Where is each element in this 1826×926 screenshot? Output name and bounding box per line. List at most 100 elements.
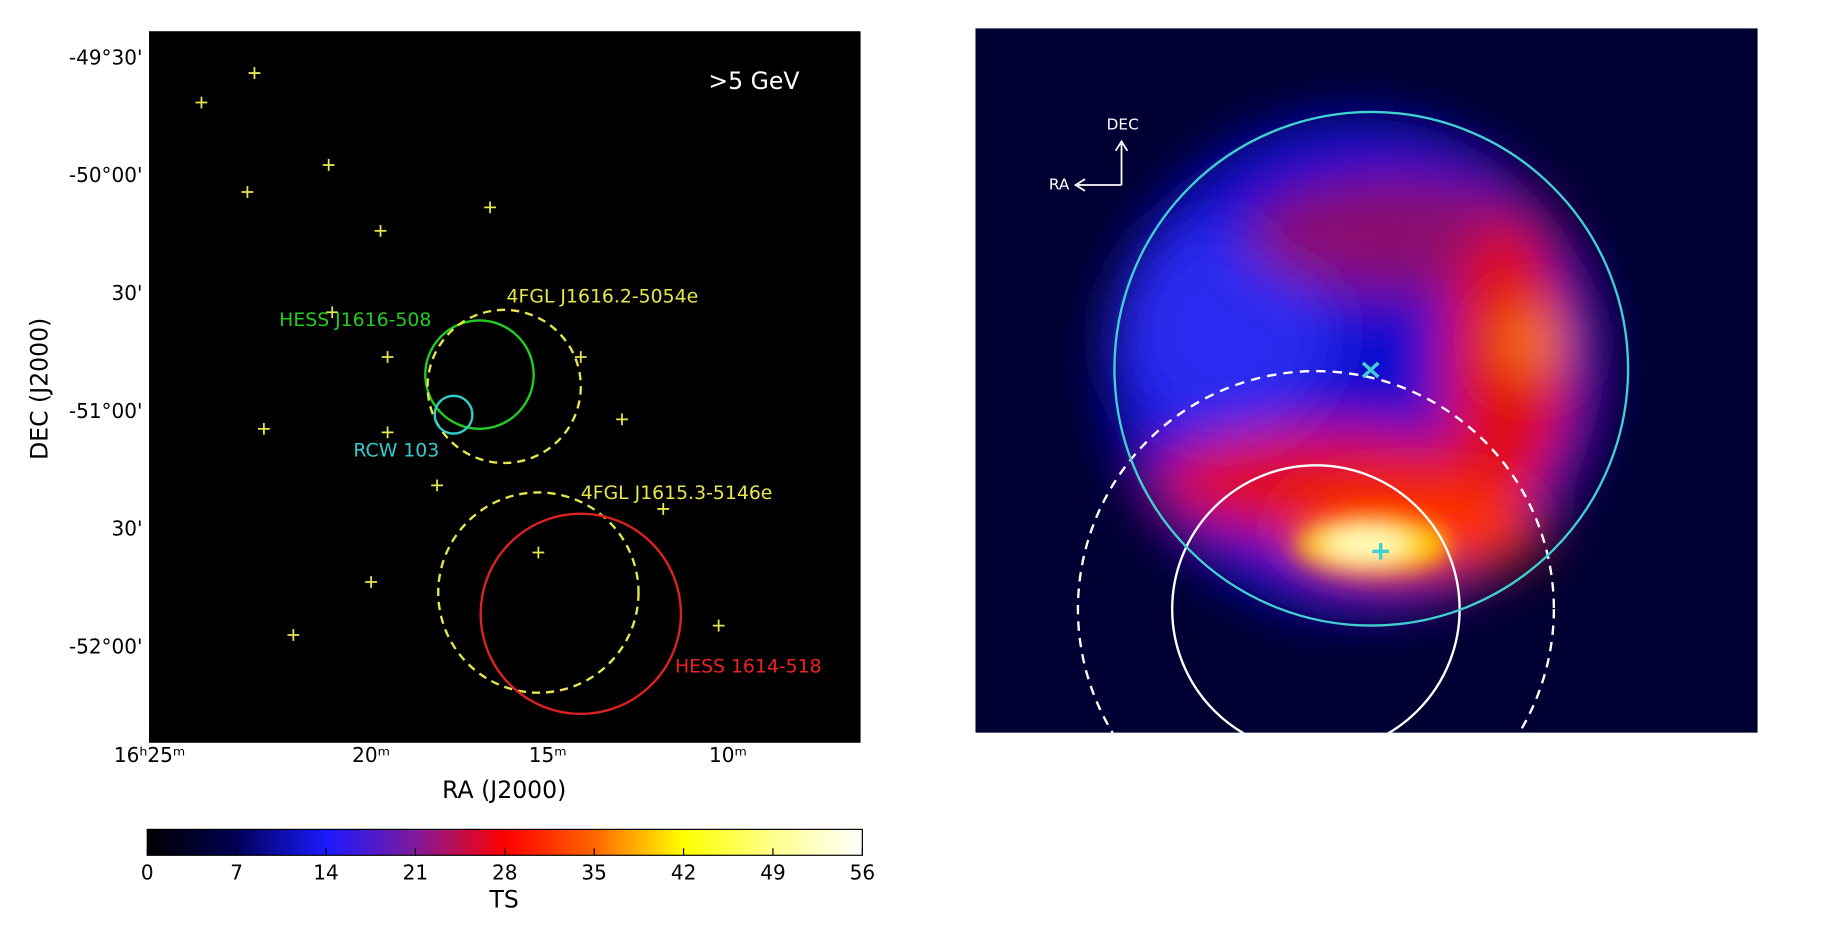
map-pixel: [223, 505, 239, 521]
map-pixel: [667, 727, 683, 743]
map-pixel: [756, 535, 772, 551]
map-pixel: [637, 416, 654, 433]
catalog-source: [381, 351, 394, 363]
map-pixel: [490, 61, 506, 77]
map-pixel: [149, 727, 166, 743]
map-pixel: [208, 46, 225, 63]
map-pixel: [830, 446, 846, 462]
map-pixel: [371, 653, 387, 669]
map-pixel: [194, 283, 210, 299]
map-pixel: [652, 446, 669, 462]
map-pixel: [830, 505, 846, 521]
map-pixel: [549, 268, 565, 285]
map-pixel: [697, 165, 713, 181]
map-pixel: [667, 446, 683, 462]
map-pixel: [519, 564, 535, 580]
map-pixel: [401, 564, 417, 580]
map-pixel: [386, 520, 402, 536]
map-pixel: [534, 416, 550, 433]
map-pixel: [608, 209, 624, 225]
map-pixel: [164, 594, 180, 610]
map-pixel: [416, 401, 432, 418]
map-pixel: [312, 697, 328, 714]
map-pixel: [637, 727, 654, 743]
map-pixel: [179, 342, 195, 359]
map-pixel: [815, 579, 831, 595]
map-pixel: [490, 416, 506, 433]
map-pixel: [652, 609, 669, 625]
map-pixel: [282, 105, 299, 122]
map-pixel: [342, 135, 358, 151]
map-pixel: [327, 31, 343, 48]
map-pixel: [356, 564, 373, 580]
map-pixel: [342, 623, 358, 640]
map-pixel: [460, 342, 476, 359]
map-pixel: [593, 327, 609, 344]
map-pixel: [771, 697, 787, 714]
map-pixel: [756, 283, 772, 299]
map-pixel: [608, 342, 624, 359]
map-pixel: [208, 372, 225, 388]
map-pixel: [563, 490, 580, 506]
map-pixel: [830, 697, 846, 714]
map-pixel: [711, 209, 728, 225]
y-tick-label: -52°00': [69, 634, 143, 658]
map-pixel: [149, 253, 166, 270]
map-pixel: [741, 179, 757, 196]
map-pixel: [756, 431, 772, 447]
map-pixel: [578, 653, 595, 669]
map-pixel: [563, 268, 580, 285]
map-pixel: [623, 342, 639, 359]
map-pixel: [726, 461, 743, 477]
map-pixel: [416, 549, 432, 566]
map-pixel: [342, 638, 358, 654]
map-pixel: [445, 194, 461, 211]
map-pixel: [460, 387, 476, 403]
map-pixel: [608, 505, 624, 521]
map-pixel: [519, 105, 535, 122]
map-pixel: [534, 253, 550, 270]
map-pixel: [356, 268, 373, 285]
map-pixel: [756, 120, 772, 137]
map-pixel: [430, 683, 447, 699]
map-pixel: [830, 283, 846, 299]
map-pixel: [549, 372, 565, 388]
map-pixel: [475, 135, 491, 151]
map-pixel: [578, 461, 595, 477]
map-pixel: [623, 727, 639, 743]
map-pixel: [756, 416, 772, 433]
map-pixel: [149, 416, 166, 433]
map-pixel: [845, 76, 860, 92]
map-pixel: [711, 165, 728, 181]
map-pixel: [534, 342, 550, 359]
map-pixel: [164, 357, 180, 373]
map-pixel: [312, 579, 328, 595]
map-pixel: [194, 239, 210, 255]
map-pixel: [312, 505, 328, 521]
map-pixel: [726, 535, 743, 551]
map-pixel: [697, 564, 713, 580]
map-pixel: [238, 505, 254, 521]
map-pixel: [593, 179, 609, 196]
map-pixel: [711, 475, 728, 492]
map-pixel: [342, 431, 358, 447]
map-pixel: [845, 609, 860, 625]
map-pixel: [815, 150, 831, 166]
map-pixel: [430, 520, 447, 536]
map-pixel: [830, 313, 846, 329]
map-pixel: [845, 179, 860, 196]
map-pixel: [430, 490, 447, 506]
map-pixel: [549, 609, 565, 625]
map-pixel: [711, 239, 728, 255]
map-pixel: [800, 387, 817, 403]
map-pixel: [771, 683, 787, 699]
map-pixel: [741, 668, 757, 684]
map-pixel: [312, 623, 328, 640]
map-pixel: [149, 150, 166, 166]
map-pixel: [238, 150, 254, 166]
map-pixel: [785, 194, 802, 211]
map-pixel: [623, 431, 639, 447]
map-pixel: [771, 313, 787, 329]
map-pixel: [563, 535, 580, 551]
map-pixel: [460, 194, 476, 211]
